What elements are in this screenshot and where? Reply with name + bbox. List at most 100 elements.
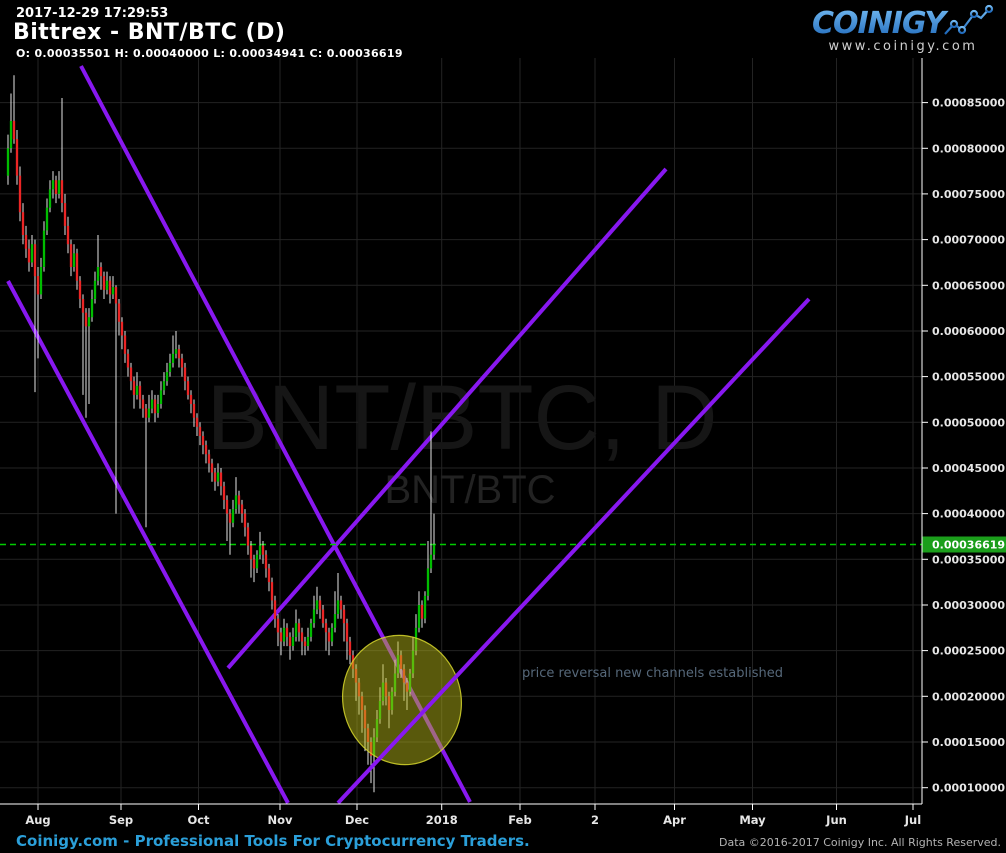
candle (261, 545, 265, 555)
highlight-ellipse[interactable] (328, 622, 476, 778)
candles-layer (6, 75, 436, 793)
candle (51, 180, 55, 190)
candle (327, 632, 331, 642)
candle (408, 673, 412, 692)
y-axis-label: 0.00030000 (932, 599, 1005, 612)
y-axis-label: 0.00075000 (932, 188, 1005, 201)
y-axis-label: 0.00070000 (932, 234, 1005, 247)
watermark-symbol-large: BNT/BTC, D (206, 367, 717, 469)
candle (318, 600, 322, 610)
candle (324, 623, 328, 633)
candle (378, 700, 382, 720)
y-axis-label: 0.00010000 (932, 782, 1005, 795)
candle (411, 650, 415, 674)
x-axis-label: Oct (187, 813, 210, 827)
candle (321, 609, 325, 624)
y-axis-label: 0.00035000 (932, 553, 1005, 566)
candle (300, 632, 304, 642)
candle (243, 513, 247, 528)
candle (99, 267, 103, 277)
y-axis-label: 0.00080000 (932, 142, 1005, 155)
candle (255, 554, 259, 569)
candle (204, 445, 208, 455)
candle (369, 742, 373, 756)
candle (60, 180, 64, 203)
candle (129, 367, 133, 382)
candle (42, 230, 46, 267)
candle (399, 655, 403, 669)
candle (54, 180, 58, 194)
candle (132, 381, 136, 395)
axes-layer (0, 58, 923, 805)
candle (27, 248, 31, 263)
candle (198, 426, 202, 436)
candle (15, 139, 19, 176)
candle (375, 719, 379, 738)
candle (231, 509, 235, 523)
candle (285, 627, 289, 637)
candle (342, 609, 346, 624)
candle (72, 253, 76, 267)
candle (288, 636, 292, 646)
candle (33, 244, 37, 277)
logo-url: www.coinigy.com (829, 39, 978, 54)
candle (432, 544, 436, 555)
y-axis-label: 0.00050000 (932, 416, 1005, 429)
candle (192, 404, 196, 418)
candle (354, 668, 358, 683)
candle (126, 353, 130, 368)
trend-line-0[interactable] (79, 65, 472, 803)
candle (111, 287, 115, 295)
candle (396, 655, 400, 674)
candle (336, 600, 340, 615)
footer-bar: Coinigy.com - Professional Tools For Cry… (0, 827, 1006, 853)
candle (90, 299, 94, 318)
candle (207, 454, 211, 464)
y-axis-label: 0.00060000 (932, 325, 1005, 338)
candle (264, 554, 268, 569)
candle (114, 287, 118, 304)
candle (246, 527, 250, 546)
y-axis-label: 0.00055000 (932, 371, 1005, 384)
coinigy-logo: COINIGY www.coinigy.com (812, 4, 994, 54)
candle (66, 225, 70, 245)
y-axis-label: 0.00020000 (932, 690, 1005, 703)
annotation-text[interactable]: price reversal new channels established (522, 666, 783, 681)
candle (429, 554, 433, 569)
candle (144, 408, 148, 418)
trend-line-2[interactable] (226, 167, 668, 670)
candle (39, 267, 43, 295)
candle (156, 404, 160, 414)
candle (84, 312, 88, 327)
candle (240, 504, 244, 514)
candle (171, 353, 175, 363)
candle (186, 381, 190, 395)
candle (348, 641, 352, 656)
trend-line-3[interactable] (336, 297, 811, 805)
candle (153, 399, 157, 414)
y-axis-label: 0.00065000 (932, 279, 1005, 292)
candle (105, 280, 109, 290)
candle (12, 120, 16, 140)
candle (93, 280, 97, 299)
candle (21, 212, 25, 235)
candle (123, 335, 127, 354)
x-axis-label: Feb (508, 813, 531, 827)
candle (75, 253, 79, 281)
candle (330, 627, 334, 642)
candle (306, 636, 310, 646)
candle (168, 362, 172, 372)
candle (345, 623, 349, 642)
candle (393, 673, 397, 692)
candle (390, 691, 394, 710)
candle (18, 175, 22, 213)
footer-tagline-link[interactable]: Coinigy.com - Professional Tools For Cry… (16, 832, 530, 850)
candle (216, 472, 220, 482)
candle (315, 600, 319, 610)
candle (36, 276, 40, 295)
candle (252, 559, 256, 569)
candle (117, 303, 121, 322)
trend-line-1[interactable] (6, 280, 290, 804)
